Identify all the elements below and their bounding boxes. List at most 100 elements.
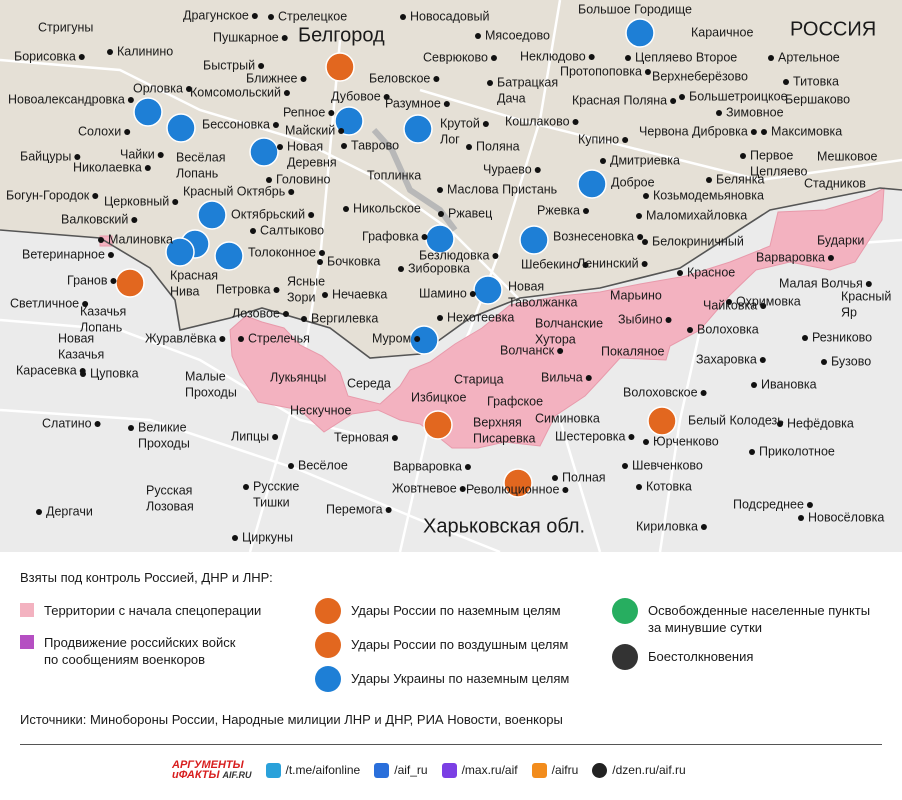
place-label: Волоховка (697, 322, 759, 336)
place-label: Зори (287, 290, 315, 304)
place-label: Малые (185, 369, 226, 383)
settlement-dot (679, 94, 685, 100)
settlement-dot (636, 213, 642, 219)
settlement-dot (572, 119, 579, 125)
place-label: Зиборовка (408, 261, 470, 275)
link[interactable]: /max.ru/aif (441, 762, 518, 778)
place-label: Проходы (185, 385, 237, 399)
place-label: Кошлаково (505, 114, 570, 128)
settlement-dot (36, 509, 42, 515)
place-label: Гранов (67, 273, 108, 287)
place-label: Красный (841, 289, 891, 303)
place-label: Новая (58, 331, 94, 345)
place-label: Середа (347, 376, 391, 390)
place-label: Крутой (440, 116, 480, 130)
place-label: Зыбино (618, 312, 663, 326)
settlement-dot (588, 54, 595, 60)
settlement-dot (414, 336, 421, 342)
place-label: Новоалександровка (8, 92, 125, 106)
settlement-dot (421, 234, 428, 240)
settlement-dot (700, 390, 707, 396)
legend-item: Освобожденные населенные пункты за минувш… (612, 598, 870, 636)
place-label: Майский (285, 123, 335, 137)
link[interactable]: /aifru (531, 762, 578, 778)
strike-icon (519, 225, 549, 255)
place-label: Вознесеновка (553, 229, 634, 243)
settlement-dot (131, 217, 138, 223)
place-label: Церковный (104, 194, 169, 208)
settlement-dot (865, 281, 872, 287)
settlement-dot (107, 252, 114, 258)
strike-icon (166, 113, 196, 143)
place-label: Топлинка (367, 168, 421, 182)
settlement-dot (185, 86, 192, 92)
place-label: Варваровка (393, 459, 462, 473)
settlement-dot (464, 464, 471, 470)
settlement-dot (552, 475, 558, 481)
link[interactable]: /t.me/aifonline (265, 762, 360, 778)
place-label: Великие (138, 420, 187, 434)
settlement-dot (272, 434, 279, 440)
settlement-dot (628, 434, 635, 440)
settlement-dot (317, 259, 323, 265)
strike-icon (249, 137, 279, 167)
legend-text: Боестолкновения (648, 649, 754, 664)
settlement-dot (128, 425, 134, 431)
place-label: Богун-Городок (6, 188, 90, 202)
place-label: Бершаково (785, 92, 850, 106)
map: РОССИЯ Белгород Харьковская обл. Стригун… (0, 0, 902, 552)
place-label: Писаревка (473, 431, 535, 445)
strike-icon (503, 468, 533, 498)
link[interactable]: /aif_ru (374, 762, 428, 778)
strike-icon (647, 406, 677, 436)
place-label: Волчанск (500, 343, 555, 357)
settlement-dot (827, 255, 834, 261)
settlement-dot (761, 129, 767, 135)
place-label: Графовка (362, 229, 419, 243)
place-label: Ясные (287, 274, 325, 288)
settlement-dot (534, 167, 541, 173)
place-label: Быстрый (203, 58, 255, 72)
place-label: Котовка (646, 479, 692, 493)
settlement-dot (94, 421, 101, 427)
place-label: Журавлёвка (145, 331, 216, 345)
settlement-dot (585, 375, 592, 381)
legend-line: Продвижение российских войск (44, 635, 236, 650)
place-label: Резниково (812, 330, 872, 344)
legend-item: Удары России по воздушным целям (315, 632, 569, 658)
city-label: Белгород (298, 24, 385, 46)
place-label: Ржавец (448, 206, 492, 220)
strike-icon (473, 275, 503, 305)
settlement-dot (232, 535, 238, 541)
legend-text: Удары России по наземным целям (351, 603, 561, 618)
place-label: Терновая (334, 430, 389, 444)
strike-icon (577, 169, 607, 199)
place-label: Захаровка (696, 352, 757, 366)
settlement-dot (219, 336, 226, 342)
strike-icon (409, 325, 439, 355)
place-label: Максимовка (771, 124, 842, 138)
place-label: Пушкарное (213, 30, 279, 44)
settlement-dot (562, 487, 569, 493)
place-label: Драгунское (183, 8, 249, 22)
place-label: Охримовка (736, 294, 801, 308)
place-label: Таврово (351, 138, 399, 152)
logo[interactable]: АРГУМЕНТЫ иФАКТЫ AIF.RU (172, 760, 252, 781)
strike-icon (325, 52, 355, 82)
settlement-dot (677, 270, 683, 276)
strike-icon (133, 97, 163, 127)
place-label: Волчанские (535, 316, 603, 330)
settlement-dot (802, 335, 808, 341)
settlement-dot (266, 177, 272, 183)
legend-text: Удары России по воздушным целям (351, 637, 569, 652)
place-label: Верхнеберёзово (652, 69, 748, 83)
place-label: Шебекино (521, 257, 580, 271)
place-label: Новая (508, 279, 544, 293)
settlement-dot (288, 189, 295, 195)
place-label: Ржевка (537, 203, 580, 217)
link[interactable]: /dzen.ru/aif.ru (592, 762, 686, 778)
place-label: Яр (841, 305, 857, 319)
place-label: Карасевка (16, 363, 77, 377)
